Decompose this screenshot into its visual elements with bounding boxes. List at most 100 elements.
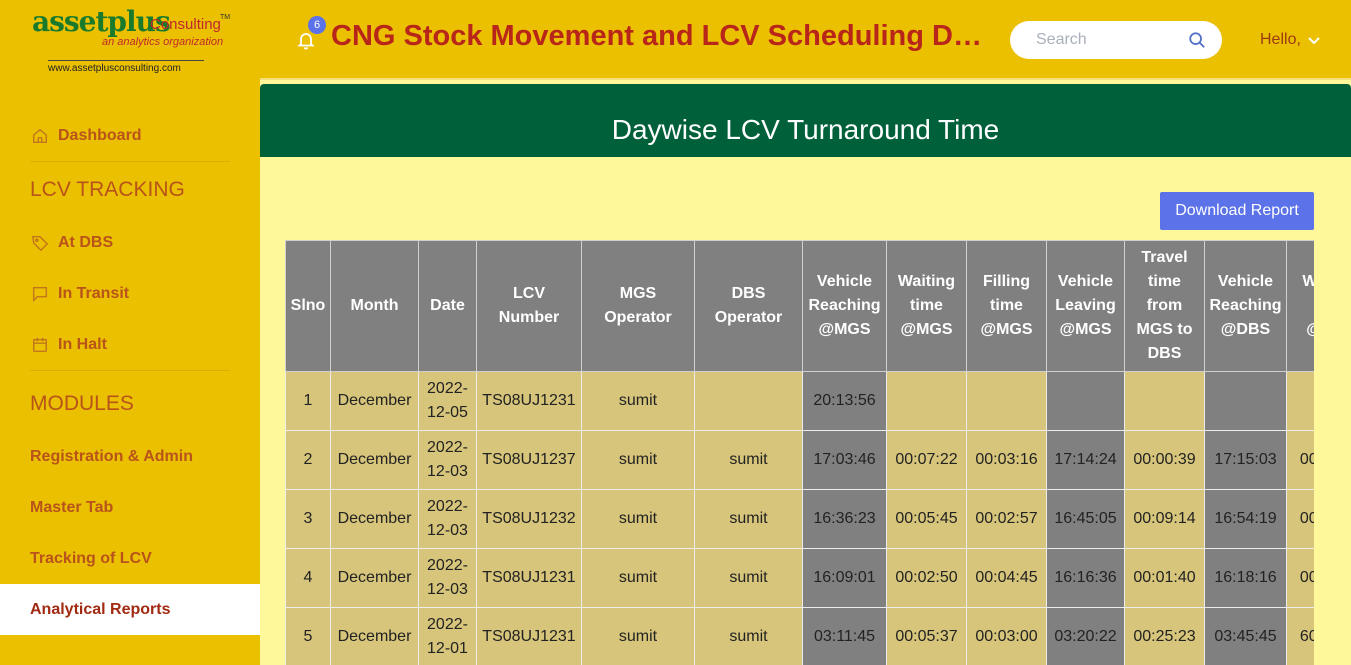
table-cell: sumit (694, 489, 803, 549)
chevron-down-icon (1308, 37, 1320, 45)
table-cell: 17:15:03 (1204, 430, 1287, 490)
table-row[interactable]: 2 December 2022-12-03 TS08UJ1237 sumit sumit 1… (285, 430, 1314, 490)
table-cell: December (330, 371, 419, 431)
table-cell: 16:45:05 (1046, 489, 1125, 549)
table-cell: 16:16:36 (1046, 548, 1125, 608)
table-cell: 00:03:00 (966, 607, 1047, 665)
logo-brand: assetplus (32, 5, 171, 38)
table-cell (886, 371, 967, 431)
table-cell: 2022-12-05 (418, 371, 477, 431)
table-row[interactable]: 3 December 2022-12-03 TS08UJ1232 sumit sumit 1… (285, 489, 1314, 549)
table-cell: 1 (285, 371, 331, 431)
report-table: Slno Month Date LCV Number MGS Operator DBS O… (285, 240, 1314, 665)
table-cell: 00:00:00 (1286, 489, 1314, 549)
report-title: Daywise LCV Turnaround Time (611, 114, 1000, 145)
sidebar-item-label: In Transit (58, 284, 130, 302)
table-cell: 17:14:24 (1046, 430, 1125, 490)
divider (30, 370, 230, 371)
bell-icon[interactable] (296, 30, 318, 52)
column-header: Slno (285, 240, 331, 372)
table-cell: 00:00:00 (1286, 548, 1314, 608)
table-cell: 16:54:19 (1204, 489, 1287, 549)
table-body: 1 December 2022-12-05 TS08UJ1231 sumit 20:13:… (285, 371, 1314, 665)
table-cell: TS08UJ1232 (476, 489, 582, 549)
report-banner: Daywise LCV Turnaround Time (260, 84, 1351, 157)
download-report-button[interactable]: Download Report (1160, 192, 1314, 230)
table-cell: 5 (285, 607, 331, 665)
table-cell: December (330, 548, 419, 608)
table-cell: 00:00:39 (1124, 430, 1205, 490)
calendar-icon (30, 335, 50, 355)
table-row[interactable]: 1 December 2022-12-05 TS08UJ1231 sumit 20:13:… (285, 371, 1314, 431)
table-cell: 00:03:16 (966, 430, 1047, 490)
sidebar-item-tracking-of-lcv[interactable]: Tracking of LCV (0, 533, 260, 584)
greeting-text: Hello, (1260, 31, 1301, 48)
table-cell: sumit (581, 607, 695, 665)
table-cell: 00:04:45 (966, 548, 1047, 608)
table-cell: 16:18:16 (1204, 548, 1287, 608)
table-cell: sumit (694, 607, 803, 665)
sidebar-item-dashboard[interactable]: Dashboard (0, 110, 260, 161)
table-cell: 00:07:22 (886, 430, 967, 490)
column-header: MGS Operator (581, 240, 695, 372)
column-header: Waiting time @DBS (1286, 240, 1314, 372)
company-logo[interactable]: assetplus Consulting TM an analytics org… (0, 0, 260, 80)
sidebar-item-label: In Halt (58, 335, 107, 353)
table-cell: sumit (581, 489, 695, 549)
table-cell: 00:01:40 (1124, 548, 1205, 608)
notification-badge: 6 (308, 16, 326, 34)
table-cell: 2022-12-03 (418, 548, 477, 608)
sidebar: assetplus Consulting TM an analytics org… (0, 0, 260, 665)
top-header: 6 CNG Stock Movement and LCV Scheduling … (260, 0, 1351, 80)
table-cell: 00:09:14 (1124, 489, 1205, 549)
sidebar-item-label: Tracking of LCV (30, 549, 152, 567)
sidebar-item-in-halt[interactable]: In Halt (0, 319, 260, 370)
table-cell (694, 371, 803, 431)
sidebar-item-label: Analytical Reports (30, 600, 171, 618)
table-cell: 00:02:50 (886, 548, 967, 608)
sidebar-item-registration-admin[interactable]: Registration & Admin (0, 431, 260, 482)
table-cell: TS08UJ1231 (476, 548, 582, 608)
column-header: Filling time @MGS (966, 240, 1047, 372)
column-header: Vehicle Reaching @DBS (1204, 240, 1287, 372)
table-cell (1124, 371, 1205, 431)
sidebar-item-in-transit[interactable]: In Transit (0, 268, 260, 319)
section-title-lcv-tracking: LCV TRACKING (30, 177, 185, 201)
column-header: LCV Number (476, 240, 582, 372)
table-cell: 2 (285, 430, 331, 490)
column-header: Travel time from MGS to DBS (1124, 240, 1205, 372)
sidebar-item-at-dbs[interactable]: At DBS (0, 217, 260, 268)
sidebar-item-label: Master Tab (30, 498, 114, 516)
table-cell: 00:25:23 (1124, 607, 1205, 665)
table-cell: sumit (581, 548, 695, 608)
table-cell: TS08UJ1237 (476, 430, 582, 490)
column-header: Vehicle Leaving @MGS (1046, 240, 1125, 372)
search-icon[interactable] (1188, 31, 1206, 49)
table-cell: 60:00:00 (1286, 607, 1314, 665)
logo-tagline: an analytics organization (102, 36, 224, 48)
search-input[interactable] (1010, 21, 1222, 59)
user-menu[interactable]: Hello, (1260, 31, 1321, 49)
table-cell: December (330, 607, 419, 665)
table-cell (966, 371, 1047, 431)
divider (30, 161, 230, 162)
report-table-container[interactable]: Slno Month Date LCV Number MGS Operator DBS O… (285, 240, 1314, 665)
table-cell: 00:05:45 (886, 489, 967, 549)
sidebar-item-analytical-reports[interactable]: Analytical Reports (0, 584, 260, 635)
table-cell: 03:20:22 (1046, 607, 1125, 665)
table-cell: 3 (285, 489, 331, 549)
table-cell: 03:11:45 (802, 607, 887, 665)
page-title: CNG Stock Movement and LCV Scheduling Da… (331, 20, 991, 52)
table-cell: 17:03:46 (802, 430, 887, 490)
sidebar-item-master-tab[interactable]: Master Tab (0, 482, 260, 533)
table-cell: 2022-12-01 (418, 607, 477, 665)
table-cell: 00:05:37 (886, 607, 967, 665)
table-cell: 2022-12-03 (418, 489, 477, 549)
table-cell: 16:36:23 (802, 489, 887, 549)
table-row[interactable]: 5 December 2022-12-01 TS08UJ1231 sumit sumit 0… (285, 607, 1314, 665)
table-cell: 00:00:00 (1286, 430, 1314, 490)
table-row[interactable]: 4 December 2022-12-03 TS08UJ1231 sumit sumit 1… (285, 548, 1314, 608)
table-cell: sumit (694, 430, 803, 490)
logo-tm: TM (220, 14, 231, 21)
logo-url: www.assetplusconsulting.com (48, 60, 204, 74)
